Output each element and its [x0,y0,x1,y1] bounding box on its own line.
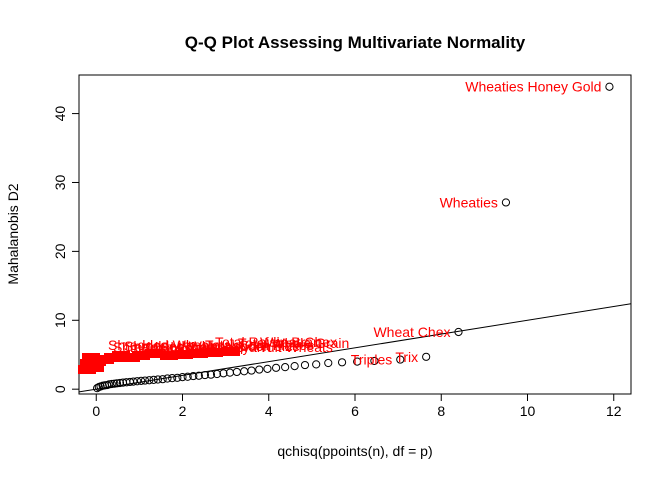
data-point [183,372,192,381]
data-point [112,379,122,388]
data-point [153,375,163,384]
x-tick-label: 10 [520,403,536,419]
data-point [605,82,614,91]
data-point [271,363,281,372]
point-label: Shredded Wheat [108,337,213,353]
data-point [247,366,256,375]
data-point [396,355,405,364]
y-tick-label: 30 [52,174,68,190]
data-point [168,374,177,383]
x-tick-label: 12 [606,403,622,419]
data-point [353,357,362,366]
overplotted-label-blob [122,353,140,362]
point-label: Wheaties [440,194,498,210]
overplotted-label-blob [145,349,163,358]
data-point [232,367,241,377]
x-tick-label: 6 [351,403,359,419]
data-point [212,369,222,379]
data-point [178,373,187,382]
data-point [312,360,321,369]
x-tick-label: 0 [92,403,100,419]
data-point [140,376,150,385]
x-axis-ticks: 0 2 4 6 8 10 12 [92,394,622,419]
data-point [501,198,511,207]
data-points-layer [93,82,614,393]
point-label: Shredded Wheat spoon size [124,338,300,354]
y-tick-label: 10 [52,312,68,328]
data-point [158,375,167,384]
point-label: Wheat Chex [373,324,450,340]
data-point [263,364,272,373]
x-tick-label: 4 [265,403,273,419]
data-point [163,374,172,383]
data-point [206,370,216,379]
chart-title: Q-Q Plot Assessing Multivariate Normalit… [185,33,526,52]
overplotted-label-blob [205,348,223,357]
y-axis-ticks: 0 10 20 30 40 [52,106,79,393]
data-point [194,371,203,380]
point-label: Total Whole Grain [238,335,349,351]
data-point [281,363,290,372]
data-point [145,376,154,385]
data-point [115,378,125,388]
x-axis-label: qchisq(ppoints(n), df = p) [277,443,432,459]
data-point [173,373,182,382]
data-point [300,360,310,370]
point-label: Triples [351,352,393,368]
data-point [324,358,333,368]
data-point [422,352,431,361]
data-point [105,380,114,389]
data-point [110,379,119,388]
overplotted-label-blob [132,351,150,360]
point-label: Wheat Chex [260,334,337,350]
data-point [255,365,264,374]
point-label: Total Raisin Bran [215,334,321,350]
overplotted-label-blob [190,349,208,358]
overplotted-label-blob [112,351,130,360]
overplotted-label-blob [86,363,104,372]
overplotted-label-blob [160,351,178,360]
data-point [133,377,142,386]
x-tick-label: 8 [437,403,445,419]
point-label: Trix [395,349,418,365]
data-point [290,361,299,371]
data-point [149,375,158,384]
y-tick-label: 20 [52,243,68,259]
data-point [129,377,138,386]
y-axis-label: Mahalanobis D2 [5,183,21,284]
data-point [107,379,116,389]
data-point [200,370,210,380]
point-label: Wheaties Honey Gold [465,79,601,95]
point-labels-layer: Triples Trix Wheat Chex Wheaties Wheaties Ho… [78,79,601,374]
data-point [454,327,463,337]
data-point [219,369,228,378]
y-tick-label: 0 [52,385,68,393]
overplotted-label-blob [175,350,193,359]
data-point [137,376,146,386]
data-point [337,358,347,367]
y-tick-label: 40 [52,106,68,122]
overplotted-label-blob [222,347,240,356]
data-point [240,367,249,376]
data-point [189,371,198,381]
x-tick-label: 2 [179,403,187,419]
data-point [370,356,379,366]
